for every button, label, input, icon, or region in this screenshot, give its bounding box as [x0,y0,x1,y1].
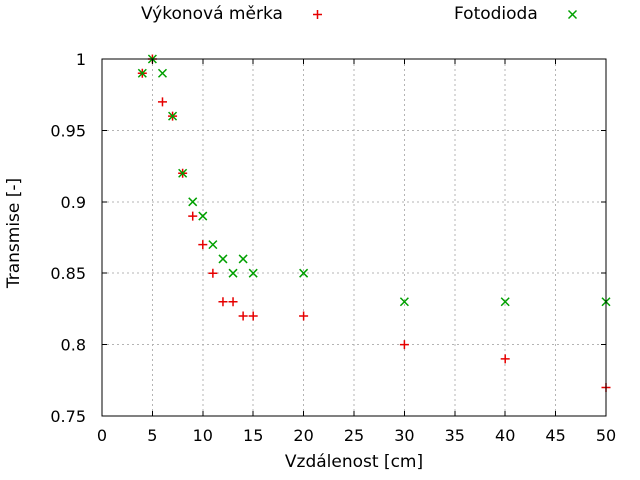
y-tick-label: 0.9 [61,193,86,212]
marker-plus [198,240,208,250]
x-axis-label: Vzdálenost [cm] [284,452,424,472]
marker-plus [299,311,309,321]
y-tick-label: 1 [76,50,86,69]
y-tick-label: 0.95 [50,121,86,140]
marker-cross [137,68,147,78]
marker-cross [178,168,188,178]
marker-cross [399,297,409,307]
marker-plus [399,340,409,350]
x-tick-label: 20 [293,426,313,445]
marker-plus [500,354,510,364]
marker-cross [567,9,578,20]
marker-plus [218,297,228,307]
x-tick-label: 10 [193,426,213,445]
x-tick-label: 30 [394,426,414,445]
plot-border [101,58,607,417]
marker-cross [168,111,178,121]
legend-label-fotodioda: Fotodioda [454,4,538,24]
x-tick-label: 5 [147,426,157,445]
y-tick-label: 0.75 [50,407,86,426]
x-tick-label: 50 [596,426,616,445]
marker-cross [218,254,228,264]
marker-plus [248,311,258,321]
plus-marker-icon [310,7,325,22]
marker-cross [188,197,198,207]
marker-plus [238,311,248,321]
legend-label-vykonova-merka: Výkonová měrka [141,4,283,24]
marker-cross [500,297,510,307]
marker-plus [188,211,198,221]
marker-plus [157,97,167,107]
x-tick-label: 45 [545,426,565,445]
marker-plus [208,268,218,278]
y-axis-label: Transmise [-] [4,177,24,289]
marker-cross [157,68,168,78]
marker-cross [228,268,238,278]
marker-plus [313,10,322,19]
x-tick-label: 35 [445,426,465,445]
marker-cross [208,240,218,250]
x-tick-label: 25 [344,426,364,445]
cross-marker-icon [565,7,580,22]
marker-plus [228,297,238,307]
x-tick-label: 40 [495,426,515,445]
y-tick-label: 0.8 [61,336,86,355]
marker-cross [198,211,208,221]
marker-cross [238,254,248,264]
marker-cross [248,268,258,278]
marker-cross [299,268,309,278]
y-tick-label: 0.85 [50,264,86,283]
x-tick-label: 15 [243,426,263,445]
x-tick-label: 0 [97,426,107,445]
